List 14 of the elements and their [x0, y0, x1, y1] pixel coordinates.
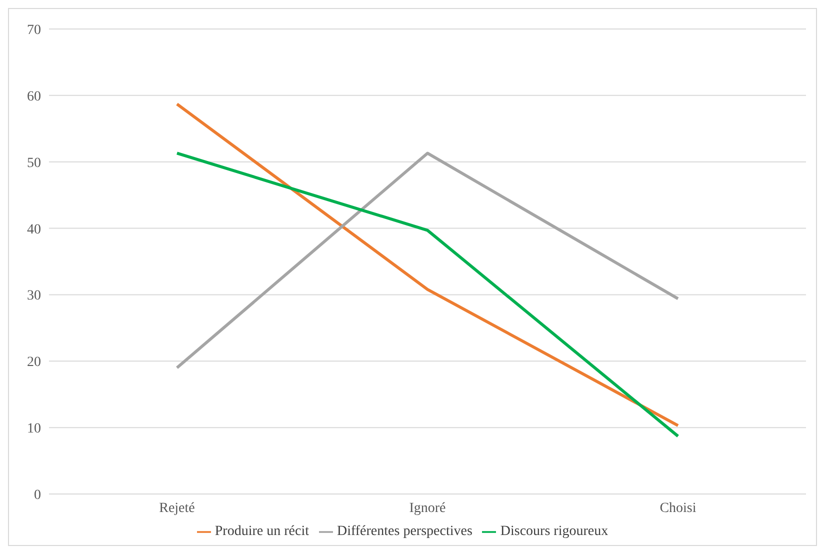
y-tick-label: 70: [27, 22, 41, 38]
x-tick-label: Ignoré: [409, 500, 446, 516]
y-tick-label: 0: [34, 488, 41, 503]
y-tick-label: 30: [27, 288, 41, 304]
legend-label: Discours rigoureux: [500, 524, 608, 539]
legend-label: Différentes perspectives: [336, 524, 472, 539]
x-tick-label: Choisi: [660, 500, 696, 516]
y-tick-label: 50: [27, 156, 41, 171]
y-tick-label: 20: [27, 355, 41, 370]
y-tick-label: 10: [27, 422, 41, 437]
legend-label: Produire un récit: [214, 524, 309, 539]
y-tick-label: 40: [27, 222, 41, 238]
y-tick-label: 60: [27, 89, 41, 104]
x-tick-label: Rejeté: [159, 500, 195, 516]
